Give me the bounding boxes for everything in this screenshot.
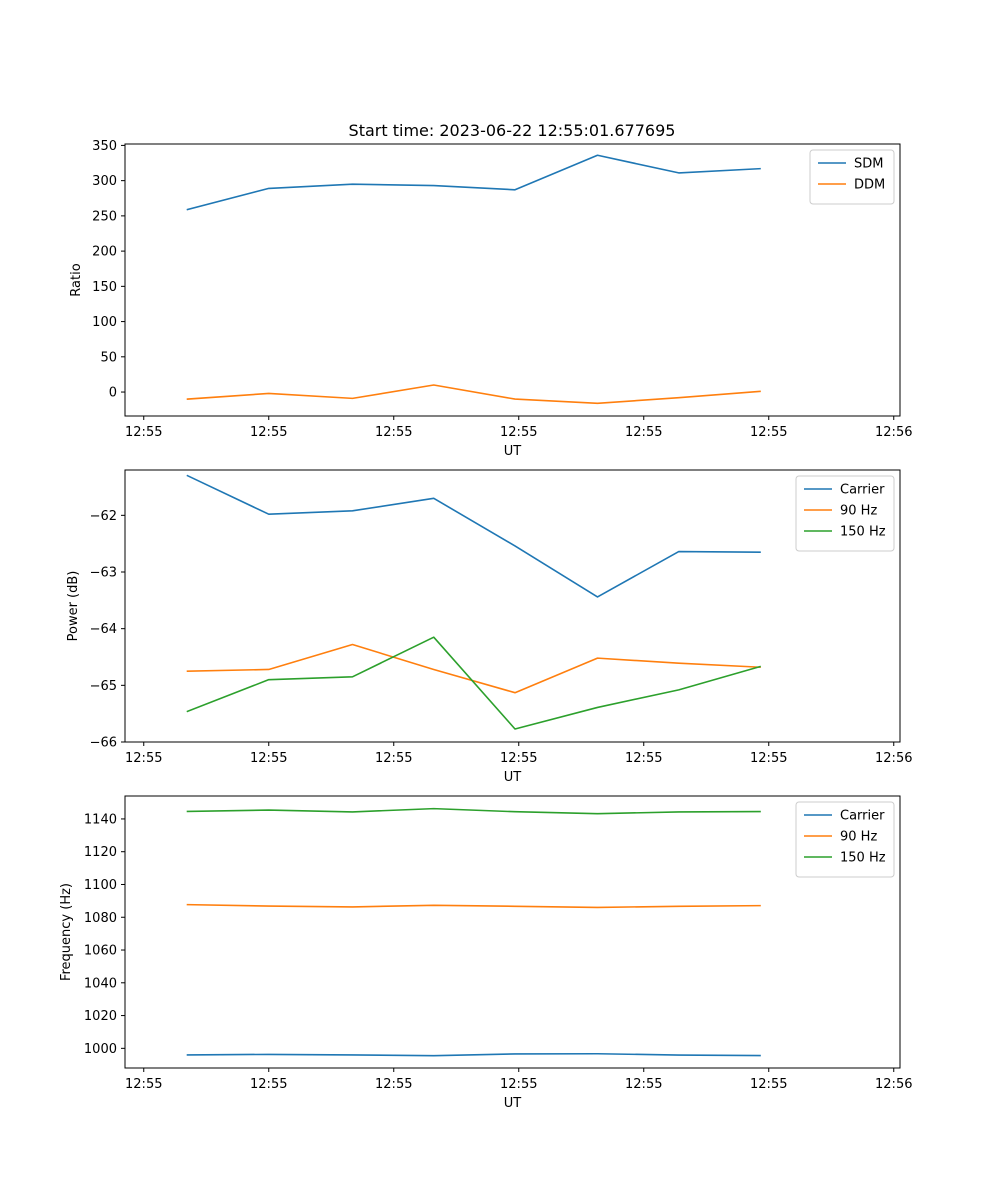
x-tick-label: 12:55 (375, 751, 412, 766)
legend: SDM DDM (809, 149, 895, 205)
x-tick-label: 12:55 (625, 425, 662, 440)
x-tick-label: 12:55 (250, 425, 287, 440)
x-tick-label: 12:55 (750, 751, 787, 766)
x-tick-label: 12:55 (750, 425, 787, 440)
y-tick-label: −64 (90, 622, 117, 637)
y-axis-label: Power (dB) (66, 571, 81, 642)
series-line-90-hz (186, 643, 761, 694)
panel-1: 12:55 12:55 12:55 12:55 12:55 12:55 12:56 0 50 10… (69, 139, 912, 459)
panel-3: 12:55 12:55 12:55 12:55 12:55 12:55 12:56 1000 1… (59, 795, 912, 1111)
x-axis-label: UT (504, 444, 522, 459)
y-tick-label: 1080 (84, 911, 117, 926)
panel-2: 12:55 12:55 12:55 12:55 12:55 12:55 12:56 −66 −6… (66, 469, 912, 785)
legend-label: 90 Hz (840, 504, 877, 519)
legend-label: 90 Hz (840, 830, 877, 845)
x-tick-label: 12:55 (125, 751, 162, 766)
legend: Carrier 90 Hz 150 Hz (795, 475, 895, 552)
x-tick-label: 12:56 (875, 1077, 912, 1092)
panels: 12:55 12:55 12:55 12:55 12:55 12:55 12:56 0 50 10… (59, 139, 912, 1111)
y-tick-label: 1120 (84, 845, 117, 860)
y-tick-label: −66 (90, 736, 117, 751)
legend-label: SDM (854, 157, 883, 172)
legend-box (795, 475, 895, 552)
series-line-carrier (186, 474, 761, 598)
y-tick-label: 1060 (84, 944, 117, 959)
y-tick-label: 1000 (84, 1042, 117, 1057)
axes-frame (124, 143, 901, 417)
y-tick-label: 1100 (84, 878, 117, 893)
legend-box (795, 801, 895, 878)
y-tick-label: −65 (90, 679, 117, 694)
x-tick-label: 12:55 (500, 751, 537, 766)
y-tick-label: 300 (92, 174, 117, 189)
legend-label: Carrier (840, 483, 885, 498)
y-tick-label: −63 (90, 566, 117, 581)
axes-frame (124, 795, 901, 1069)
x-tick-label: 12:55 (250, 751, 287, 766)
legend-label: DDM (854, 178, 885, 193)
x-tick-label: 12:56 (875, 425, 912, 440)
x-tick-label: 12:55 (125, 1077, 162, 1092)
y-tick-label: 250 (92, 209, 117, 224)
x-tick-label: 12:55 (125, 425, 162, 440)
legend-label: 150 Hz (840, 525, 886, 540)
y-tick-label: 200 (92, 245, 117, 260)
series-line-ddm (186, 384, 761, 405)
y-tick-label: 100 (92, 315, 117, 330)
figure-title: Start time: 2023-06-22 12:55:01.677695 (349, 121, 676, 140)
x-axis-label: UT (504, 1096, 522, 1111)
legend: Carrier 90 Hz 150 Hz (795, 801, 895, 878)
x-tick-label: 12:55 (500, 425, 537, 440)
y-tick-label: 50 (100, 350, 117, 365)
series-line-90-hz (186, 903, 761, 909)
y-tick-label: 1040 (84, 976, 117, 991)
x-tick-label: 12:55 (500, 1077, 537, 1092)
x-tick-label: 12:55 (375, 425, 412, 440)
series-line-carrier (186, 1052, 761, 1057)
x-axis-label: UT (504, 770, 522, 785)
y-axis-label: Frequency (Hz) (59, 883, 74, 981)
legend-label: 150 Hz (840, 851, 886, 866)
series-line-150-hz (186, 807, 761, 815)
y-tick-label: 0 (109, 386, 117, 401)
x-tick-label: 12:55 (250, 1077, 287, 1092)
legend-label: Carrier (840, 809, 885, 824)
y-tick-label: 350 (92, 139, 117, 154)
x-tick-label: 12:56 (875, 751, 912, 766)
y-tick-label: −62 (90, 509, 117, 524)
axes-frame (124, 469, 901, 743)
x-tick-label: 12:55 (625, 751, 662, 766)
x-tick-label: 12:55 (625, 1077, 662, 1092)
x-tick-label: 12:55 (750, 1077, 787, 1092)
series-line-sdm (186, 154, 761, 211)
y-tick-label: 150 (92, 280, 117, 295)
x-tick-label: 12:55 (375, 1077, 412, 1092)
y-tick-label: 1020 (84, 1009, 117, 1024)
series-line-150-hz (186, 636, 761, 730)
y-axis-label: Ratio (69, 263, 84, 296)
y-tick-label: 1140 (84, 812, 117, 827)
